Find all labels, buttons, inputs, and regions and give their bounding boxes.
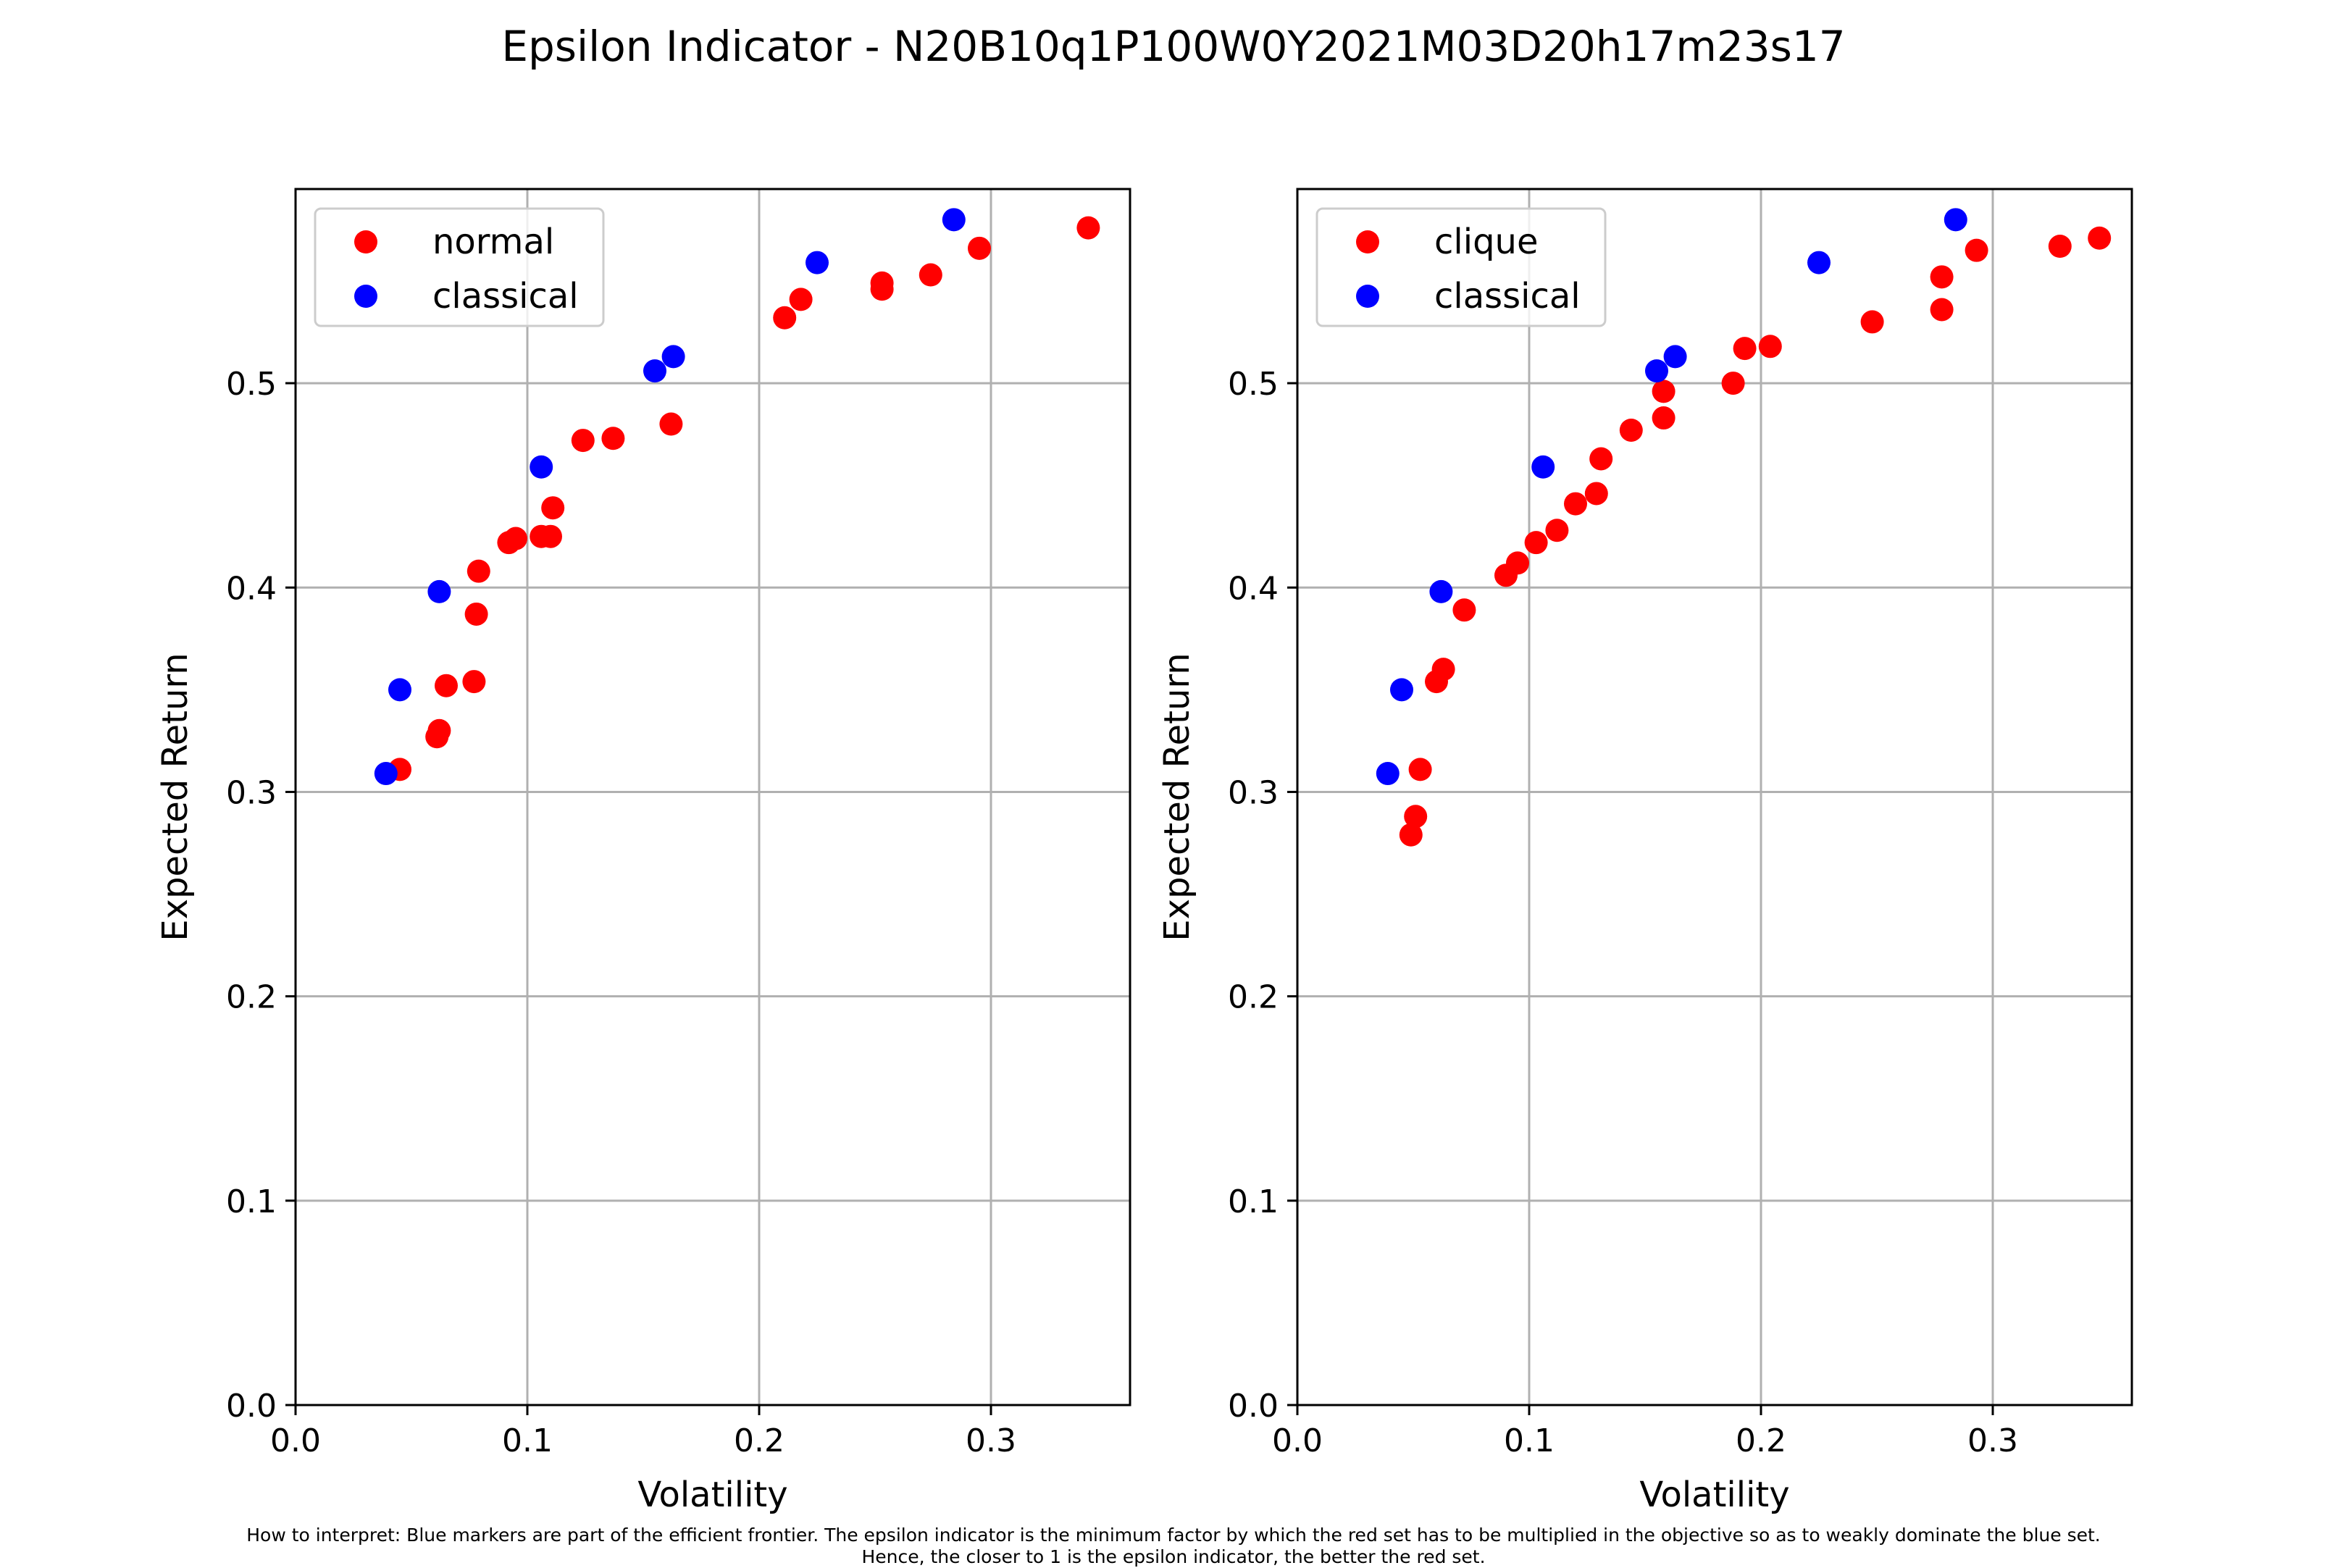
plot-1-y-axis-label: Expected Return — [155, 653, 196, 941]
plot-2-clique-point — [1758, 335, 1782, 359]
plot-1-y-tick-label: 0.3 — [226, 774, 277, 811]
plot-2-classical-point — [1645, 359, 1668, 383]
plot-1-x-tick-label: 0.2 — [734, 1422, 785, 1459]
plot-1-classical-point — [388, 678, 411, 702]
plot-1-classical-point — [942, 208, 966, 232]
plot-1-classical-point — [374, 762, 398, 786]
plot-1-axes-frame — [294, 188, 1131, 1406]
plot-1-normal-point — [789, 288, 813, 311]
plot-2-classical-point — [1807, 251, 1831, 274]
plot-2-clique-point — [1524, 531, 1548, 555]
plot-2-y-tick-label: 0.0 — [1228, 1388, 1279, 1425]
plot-2-classical-point — [1390, 678, 1413, 702]
footnote-line-2: Hence, the closer to 1 is the epsilon in… — [861, 1546, 1486, 1567]
plot-2-legend-marker-clique — [1356, 230, 1379, 253]
plot-1-normal-point — [601, 427, 625, 450]
plot-1-x-tick-label: 0.0 — [270, 1422, 321, 1459]
plot-1-legend-box — [314, 207, 605, 327]
plot-2-classical-point — [1429, 579, 1453, 603]
plot-1-legend-label-classical: classical — [432, 276, 579, 316]
plot-1-classical-point — [661, 345, 685, 369]
plot-2-clique-point — [1965, 238, 1988, 262]
plot-1-normal-point — [504, 527, 527, 550]
plot-1-legend-label-normal: normal — [432, 222, 554, 262]
plot-2-classical-point — [1944, 208, 1967, 232]
plot-1-normal-point — [919, 263, 942, 287]
plot-2-clique-point — [1408, 758, 1432, 781]
plot-2-clique-point — [1404, 805, 1428, 829]
plot-2-y-tick-label: 0.2 — [1228, 979, 1279, 1016]
plot-1-normal-point — [464, 602, 488, 626]
plot-2-clique-point — [1452, 598, 1476, 622]
plot-1-normal-point — [870, 271, 894, 295]
plot-2-y-tick-label: 0.4 — [1228, 570, 1279, 607]
plot-1-normal-point — [427, 718, 451, 742]
plot-2-x-tick-label: 0.3 — [1967, 1422, 2018, 1459]
chart-title: Epsilon Indicator - N20B10q1P100W0Y2021M… — [501, 22, 1846, 71]
plot-1-legend-marker-classical — [354, 285, 377, 308]
plot-2-y-tick-label: 0.3 — [1228, 774, 1279, 811]
plot-2-clique-point — [1399, 823, 1423, 847]
plot-2-x-tick-label: 0.2 — [1736, 1422, 1786, 1459]
plot-2-clique-point — [1589, 447, 1613, 471]
plot-1-normal-point — [539, 524, 562, 548]
plot-2-clique-point — [2048, 235, 2072, 259]
plot-2-clique-point — [1860, 310, 1884, 334]
plot-2-clique-point — [1619, 418, 1643, 442]
plot-1-normal-point — [968, 236, 991, 260]
plot-2-legend-label-classical: classical — [1434, 276, 1581, 316]
plot-2-y-axis-label: Expected Return — [1157, 653, 1197, 941]
plot-1-legend-marker-normal — [354, 230, 377, 253]
plot-2-clique-point — [1584, 482, 1608, 506]
plot-1-x-tick-label: 0.3 — [966, 1422, 1016, 1459]
plot-2-clique-point — [1545, 519, 1569, 542]
plot-2-classical-point — [1531, 455, 1555, 479]
plot-2-clique-point — [1564, 492, 1587, 516]
plot-2-clique-point — [1431, 658, 1455, 682]
plot-1-y-tick-label: 0.1 — [226, 1183, 277, 1220]
plot-2-clique-point — [1652, 380, 1675, 403]
plot-2-clique-point — [1652, 406, 1675, 430]
plot-2-y-tick-label: 0.1 — [1228, 1183, 1279, 1220]
plot-2-y-tick-label: 0.5 — [1228, 366, 1279, 403]
plot-2-clique-point — [1930, 265, 1954, 289]
plot-1-classical-point — [643, 359, 666, 383]
left-scatter-plot: 0.0 0.1 0.2 0.3 0.0 0.1 0.2 0.3 0.4 0.5 Volatility… — [155, 188, 1131, 1515]
plot-1-normal-point — [541, 496, 565, 520]
plot-2-clique-point — [1930, 298, 1954, 322]
plot-1-y-tick-label: 0.0 — [226, 1388, 277, 1425]
footnote-line-1: How to interpret: Blue markers are part … — [246, 1525, 2101, 1546]
plot-2-classical-point — [1376, 762, 1400, 786]
plot-1-classical-point — [427, 579, 451, 603]
plot-1-x-axis-label: Volatility — [637, 1475, 787, 1515]
right-scatter-plot: 0.0 0.1 0.2 0.3 0.0 0.1 0.2 0.3 0.4 0.5 Volatility… — [1157, 188, 2133, 1515]
plot-2-x-tick-label: 0.1 — [1504, 1422, 1555, 1459]
plot-1-normal-point — [462, 670, 486, 694]
plot-1-x-tick-label: 0.1 — [502, 1422, 553, 1459]
plot-2-clique-point — [1506, 551, 1529, 575]
plot-2-axes-frame — [1296, 188, 2133, 1406]
plot-2-legend-marker-classical — [1356, 285, 1379, 308]
plot-2-legend-box — [1315, 207, 1607, 327]
plot-2-clique-point — [1733, 337, 1757, 361]
plot-1-normal-point — [571, 429, 595, 453]
plot-2-legend-label-clique: clique — [1434, 222, 1538, 262]
plot-2-x-tick-label: 0.0 — [1272, 1422, 1323, 1459]
plot-2-clique-point — [2088, 226, 2112, 250]
plot-2-classical-point — [1663, 345, 1687, 369]
plot-1-normal-point — [659, 412, 683, 436]
plot-1-y-tick-label: 0.5 — [226, 366, 277, 403]
plot-1-normal-point — [1076, 216, 1100, 240]
plot-1-normal-point — [467, 559, 490, 583]
plot-1-normal-point — [435, 674, 458, 697]
plot-1-y-tick-label: 0.4 — [226, 570, 277, 607]
interpretation-footnote: How to interpret: Blue markers are part … — [0, 1525, 2347, 1568]
plot-1-classical-point — [530, 455, 553, 479]
plot-2-clique-point — [1721, 372, 1745, 395]
plot-1-classical-point — [806, 251, 829, 274]
plot-1-y-tick-label: 0.2 — [226, 979, 277, 1016]
plot-2-x-axis-label: Volatility — [1639, 1475, 1789, 1515]
plot-1-normal-point — [773, 306, 797, 330]
